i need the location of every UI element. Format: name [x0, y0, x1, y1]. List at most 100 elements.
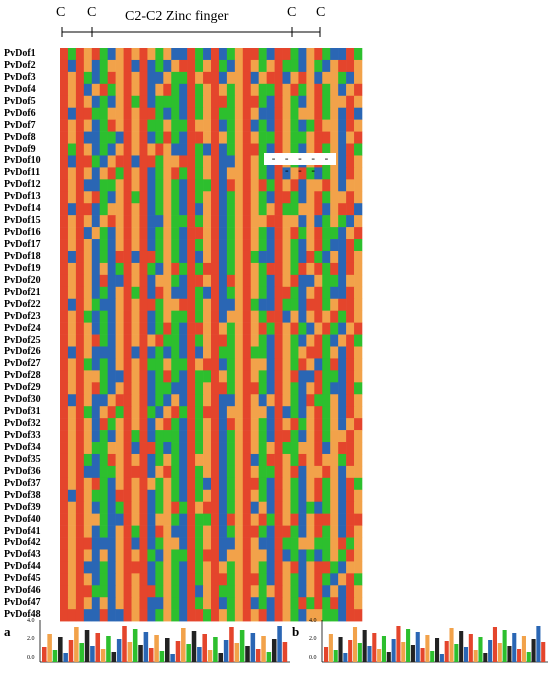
- alignment-cell: [163, 239, 172, 252]
- alignment-cell: [195, 418, 204, 431]
- alignment-cell: [67, 465, 77, 479]
- alignment-cell: [75, 549, 85, 562]
- alignment-cell: [91, 191, 101, 204]
- alignment-cell: [266, 262, 275, 276]
- alignment-cell: [171, 406, 180, 419]
- alignment-cell: [147, 250, 156, 264]
- sequence-name-list: PvDof1 PvDof2 PvDof3 PvDof4 PvDof5 PvDof6 PvDo…: [4, 48, 60, 621]
- logo-stack: [449, 628, 454, 662]
- alignment-cell: [338, 322, 347, 335]
- alignment-cell: [131, 597, 140, 610]
- alignment-cell: [75, 406, 85, 419]
- alignment-cell: [226, 131, 236, 144]
- alignment-cell: [290, 597, 299, 610]
- alignment-cell: [338, 203, 347, 216]
- alignment-cell: [155, 239, 164, 252]
- alignment-cell: [322, 430, 331, 443]
- alignment-cell: [107, 250, 116, 264]
- alignment-cell: [67, 513, 77, 526]
- alignment-cell: [266, 48, 275, 61]
- alignment-cell: [60, 119, 69, 132]
- alignment-cell: [330, 286, 339, 300]
- alignment-cell: [203, 501, 212, 514]
- alignment-cell: [258, 83, 267, 97]
- alignment-cell: [155, 334, 164, 347]
- alignment-cell: [354, 215, 363, 228]
- alignment-cell: [226, 71, 236, 85]
- alignment-cell: [298, 406, 307, 419]
- alignment-cell: [306, 298, 315, 311]
- alignment-cell: [354, 406, 363, 419]
- alignment-cell: [258, 143, 267, 156]
- logo-stack: [170, 654, 175, 662]
- alignment-cell: [282, 95, 291, 108]
- logo-stack: [159, 651, 165, 662]
- alignment-cell: [171, 143, 180, 156]
- alignment-cell: [226, 286, 236, 300]
- alignment-cell: [258, 215, 267, 228]
- alignment-cell: [346, 119, 355, 132]
- alignment-cell: [258, 322, 267, 335]
- alignment-cell: [139, 155, 148, 168]
- alignment-cell: [218, 167, 228, 180]
- alignment-cell: [131, 203, 140, 216]
- alignment-cell: [298, 203, 307, 216]
- logo-stack: [541, 642, 546, 662]
- alignment-cell: [242, 537, 252, 550]
- alignment-cell: [274, 609, 283, 622]
- alignment-cell: [346, 167, 355, 180]
- alignment-cell: [338, 334, 347, 347]
- alignment-cell: [258, 537, 267, 550]
- alignment-cell: [67, 239, 77, 252]
- alignment-cell: [306, 597, 315, 610]
- alignment-cell: [75, 358, 85, 371]
- alignment-cell: [274, 239, 283, 252]
- logo-stack: [84, 630, 90, 662]
- alignment-cell: [187, 573, 196, 586]
- logo-b-tick-top: 4.0: [309, 618, 317, 624]
- alignment-cell: [330, 513, 339, 526]
- alignment-cell: [282, 346, 291, 359]
- alignment-cell: [250, 227, 259, 240]
- alignment-cell: [298, 537, 307, 550]
- alignment-cell: [179, 465, 188, 479]
- alignment-cell: [107, 179, 116, 192]
- sequence-logo-a: [39, 620, 290, 663]
- alignment-cell: [274, 83, 283, 97]
- alignment-cell: [139, 286, 148, 300]
- sequence-name: PvDof37: [4, 477, 41, 489]
- alignment-cell: [354, 477, 363, 491]
- alignment-cell: [226, 370, 236, 383]
- alignment-cell: [179, 442, 188, 455]
- alignment-cell: [322, 442, 331, 455]
- alignment-cell: [290, 322, 299, 335]
- alignment-cell: [107, 310, 116, 323]
- alignment-cell: [83, 489, 93, 503]
- alignment-cell: [258, 382, 267, 395]
- alignment-cell: [83, 250, 93, 264]
- logo-stack: [47, 634, 52, 662]
- alignment-cell: [139, 59, 148, 73]
- alignment-cell: [171, 370, 180, 383]
- alignment-cell: [346, 322, 355, 335]
- alignment-cell: [234, 477, 244, 491]
- logo-stack: [186, 644, 191, 662]
- alignment-cell: [346, 573, 355, 586]
- alignment-cell: [147, 298, 156, 311]
- alignment-cell: [91, 310, 101, 323]
- alignment-cell: [218, 501, 228, 514]
- alignment-cell: [266, 95, 275, 108]
- alignment-cell: [314, 549, 323, 562]
- alignment-cell: [123, 59, 132, 73]
- alignment-cell: [242, 597, 252, 610]
- alignment-cell: [226, 406, 236, 419]
- alignment-cell: [131, 227, 140, 240]
- alignment-cell: [91, 71, 101, 85]
- alignment-cell: [211, 250, 220, 264]
- alignment-cell: [171, 95, 180, 108]
- alignment-cell: [67, 95, 77, 108]
- alignment-cell: [218, 59, 228, 73]
- alignment-cell: [314, 239, 323, 252]
- alignment-cell: [218, 191, 228, 204]
- alignment-cell: [290, 334, 299, 347]
